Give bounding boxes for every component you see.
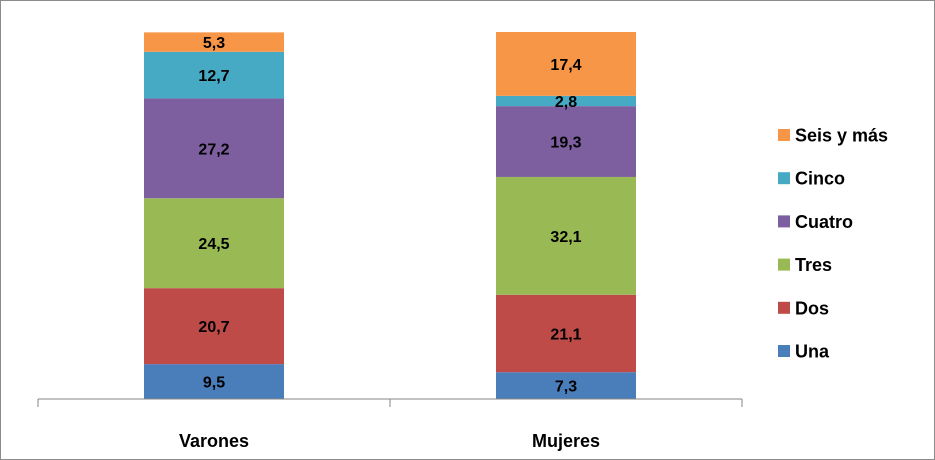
- legend-label: Seis y más: [795, 126, 888, 146]
- x-tick-label: Mujeres: [532, 431, 600, 451]
- legend-swatch: [778, 172, 790, 185]
- data-label: 27,2: [198, 141, 229, 158]
- data-label: 19,3: [550, 135, 581, 152]
- data-label: 7,3: [555, 379, 577, 396]
- bar-segment-mujeres-dos: [496, 294, 636, 373]
- data-label: 2,8: [555, 94, 577, 111]
- legend-label: Una: [795, 342, 830, 362]
- data-label: 20,7: [198, 319, 229, 336]
- data-label: 9,5: [203, 375, 225, 392]
- legend-swatch: [778, 258, 790, 271]
- bar-segment-varones-cuatro: [144, 98, 284, 199]
- legend-label: Cinco: [795, 169, 845, 189]
- data-label: 12,7: [198, 68, 229, 85]
- bar-segment-mujeres-seis-y-más: [496, 32, 636, 96]
- data-label: 21,1: [550, 326, 581, 343]
- data-label: 5,3: [203, 35, 225, 52]
- data-label: 32,1: [550, 229, 581, 246]
- bar-segment-varones-tres: [144, 198, 284, 289]
- data-label: 24,5: [198, 236, 229, 253]
- bar-segment-mujeres-cinco: [496, 95, 636, 107]
- legend-swatch: [778, 301, 790, 314]
- bar-segment-varones-una: [144, 364, 284, 399]
- bar-segment-mujeres-una: [496, 372, 636, 399]
- x-tick-label: Varones: [179, 431, 249, 451]
- legend-swatch: [778, 129, 790, 141]
- legend-swatch: [778, 345, 790, 357]
- bar-segment-mujeres-tres: [496, 176, 636, 295]
- bar-segment-varones-dos: [144, 288, 284, 365]
- legend-swatch: [778, 215, 790, 228]
- bar-segment-varones-cinco: [144, 51, 284, 99]
- bar-segment-mujeres-cuatro: [496, 106, 636, 177]
- legend-label: Tres: [795, 255, 832, 275]
- legend-label: Dos: [795, 298, 829, 318]
- legend-label: Cuatro: [795, 212, 853, 232]
- data-label: 17,4: [550, 57, 581, 74]
- bar-segment-varones-seis-y-más: [144, 32, 284, 52]
